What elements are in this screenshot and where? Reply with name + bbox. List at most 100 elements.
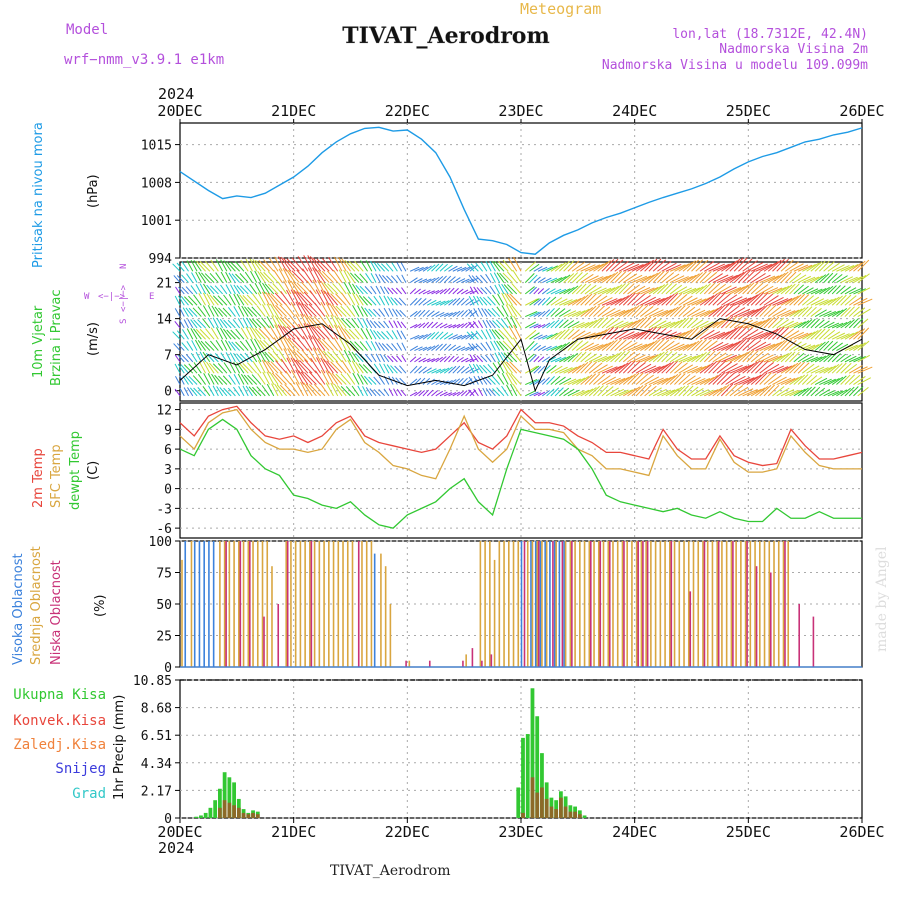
wind-barb — [746, 307, 762, 317]
wind-barb — [669, 264, 686, 272]
wind-barb — [772, 386, 785, 397]
wind-barb — [485, 354, 492, 363]
wind-barb — [286, 357, 296, 374]
wind-barb — [708, 273, 723, 284]
wind-barb — [320, 369, 330, 385]
wind-barb — [245, 385, 253, 397]
wind-barb — [409, 345, 419, 351]
temp-ytick-label: 0 — [164, 483, 172, 498]
wind-barb — [383, 320, 390, 329]
wind-barb — [691, 387, 704, 397]
wind-barb — [631, 317, 644, 329]
wind-barb — [256, 305, 266, 317]
pressure-ytick-label: 1001 — [141, 214, 172, 229]
wind-barb — [546, 365, 557, 374]
wind-barb — [252, 293, 262, 306]
wind-barb — [468, 274, 475, 283]
wind-barb — [443, 275, 452, 283]
wind-barb — [567, 272, 579, 283]
wind-barb — [759, 330, 776, 340]
conv-precip-bar — [227, 802, 232, 818]
wind-barb — [533, 392, 542, 397]
wind-barb — [505, 304, 513, 317]
wind-barb — [618, 331, 635, 340]
wind-barb — [738, 283, 752, 295]
wind-barb — [831, 264, 845, 272]
wind-barb — [245, 258, 253, 272]
wind-barb — [480, 274, 488, 283]
wind-barb — [502, 259, 513, 272]
wind-barb — [209, 294, 219, 306]
wind-barb — [699, 321, 714, 329]
wind-barb — [533, 288, 540, 295]
wind-barb — [256, 339, 266, 351]
wind-barb — [456, 288, 464, 295]
wind-barb — [202, 385, 211, 397]
x-tick-label: 20DEC — [157, 823, 202, 841]
wind-barb — [652, 338, 665, 351]
wind-barb — [571, 351, 582, 363]
wind-barb — [606, 298, 622, 306]
wind-barb — [465, 265, 475, 272]
wind-barb — [708, 292, 722, 306]
wind-barb — [494, 329, 505, 340]
wind-barb — [831, 353, 841, 363]
wind-barb — [400, 262, 407, 272]
wind-barb — [380, 263, 390, 272]
wind-barb — [797, 344, 812, 352]
wind-barb — [210, 285, 219, 295]
wind-barb — [640, 259, 654, 272]
wind-barb — [388, 320, 394, 329]
wind-barb — [802, 295, 815, 306]
wind-barb — [378, 308, 386, 317]
wind-barb — [567, 340, 579, 351]
wind-barb — [682, 375, 696, 385]
wind-barb — [461, 278, 470, 284]
wind-barb — [278, 349, 287, 363]
wind-barb — [759, 372, 772, 385]
wind-barb — [492, 294, 501, 306]
wind-barb — [426, 345, 436, 351]
wind-barb — [278, 268, 288, 283]
wind-barb — [746, 282, 759, 295]
wind-barb — [322, 350, 334, 363]
wind-barb — [223, 387, 232, 397]
wind-barb — [610, 388, 625, 397]
wind-barb — [605, 353, 619, 363]
wind-barb — [262, 282, 270, 295]
wind-barb — [674, 294, 688, 306]
wind-barb — [652, 320, 667, 329]
wind-barb — [470, 263, 479, 272]
wind-barb — [210, 259, 219, 272]
wind-barb — [393, 388, 398, 397]
wind-barb — [195, 271, 202, 283]
elevation-label: Nadmorska Visina 2m — [719, 42, 868, 57]
wind-barb — [525, 390, 537, 397]
wind-barb — [691, 298, 707, 306]
wind-barb — [729, 307, 746, 317]
wind-barb — [340, 326, 351, 340]
wind-barb — [593, 275, 608, 284]
wind-barb — [409, 310, 418, 317]
wind-barb — [589, 344, 604, 352]
wind-barb — [554, 319, 564, 329]
wind-barb — [272, 304, 283, 317]
wind-barb — [627, 319, 641, 329]
total-precip-bar — [199, 815, 203, 818]
wind-barb — [708, 373, 722, 385]
wind-barb — [768, 287, 783, 295]
wind-barb — [254, 328, 266, 340]
wind-barb — [456, 377, 464, 385]
wind-barb — [776, 352, 790, 363]
wind-barb — [827, 285, 837, 295]
wind-barb — [197, 319, 206, 329]
wind-unit: (m/s) — [86, 322, 101, 356]
wind-barb — [622, 360, 636, 374]
wind-barb — [554, 298, 568, 306]
x-tick-label: 22DEC — [385, 102, 430, 120]
wind-barb — [606, 309, 621, 318]
wind-barb — [206, 293, 215, 306]
wind-barb — [431, 321, 438, 329]
wind-barb — [270, 361, 283, 374]
wind-barb — [819, 286, 830, 295]
